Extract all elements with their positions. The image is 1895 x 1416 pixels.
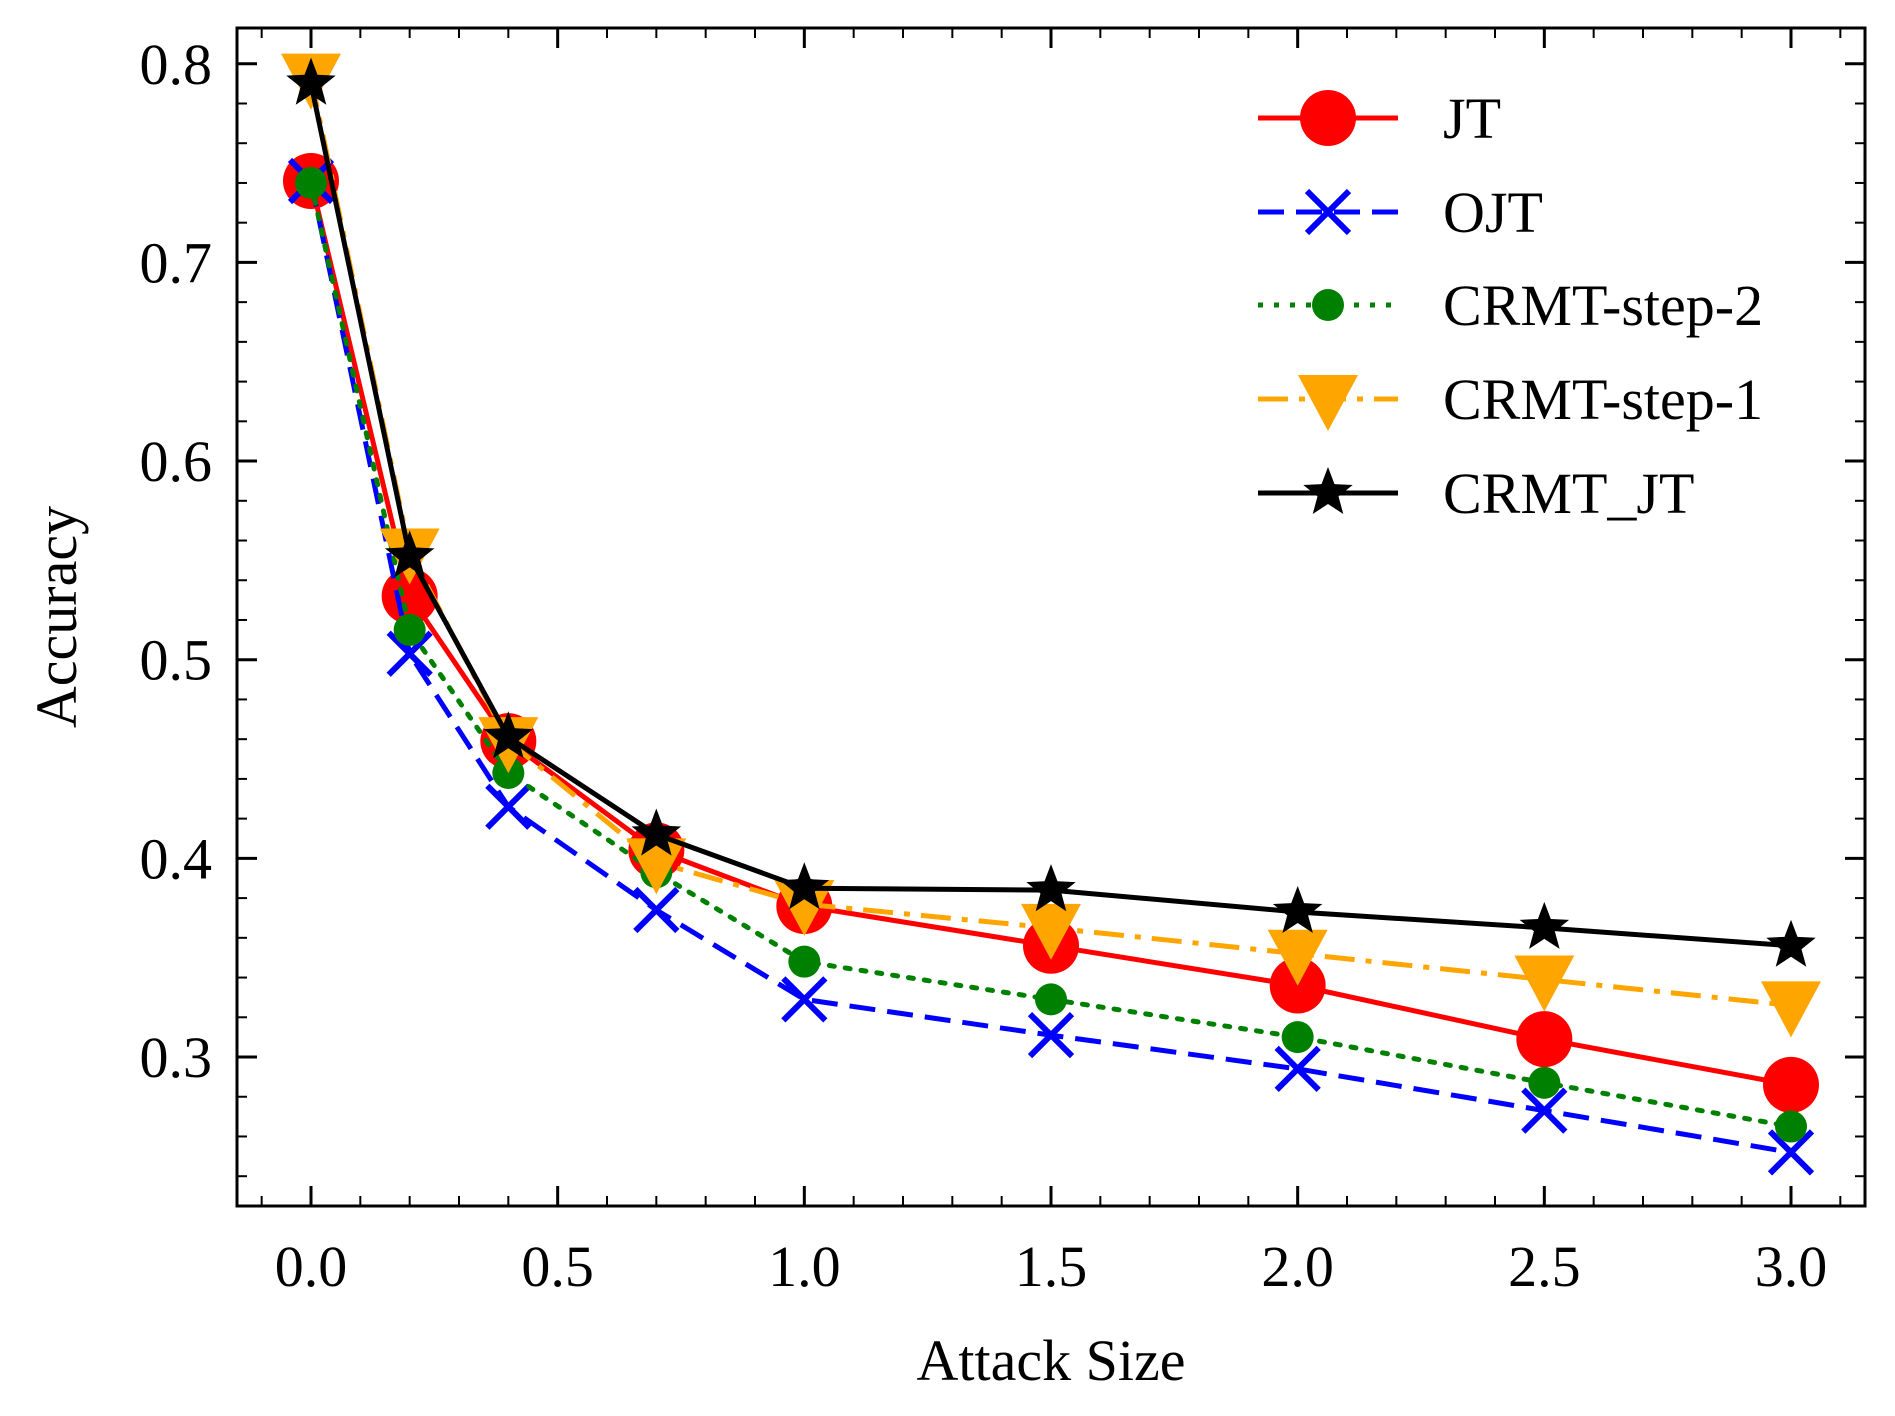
data-point-crmt-step-2	[393, 613, 426, 646]
data-point-crmt-step-1	[626, 838, 687, 895]
x-tick-label: 2.0	[1261, 1234, 1334, 1299]
data-point-crmt-step-2	[1775, 1110, 1807, 1143]
y-tick-label: 0.7	[140, 230, 213, 295]
tick-labels: 0.0 0.5 1.0 1.5 2.0 2.5 3.0 0.3 0.4 0.5 0.6 0.7 0.8	[140, 32, 1828, 1299]
data-point-crmt-step-2	[1035, 983, 1067, 1016]
data-point-crmt-jt	[483, 711, 534, 759]
x-axis-label: Attack Size	[917, 1328, 1186, 1393]
data-point-crmt-jt	[286, 57, 336, 105]
legend: JT OJT CRMT-step-2 CRMT-step-1 CRMT_JT	[1258, 86, 1763, 526]
y-axis-label: Accuracy	[24, 506, 89, 728]
series-line-ojt	[308, 180, 1792, 1155]
legend-marker-crmt-step-1	[1298, 375, 1358, 431]
data-point-crmt-step-1	[1761, 981, 1821, 1038]
legend-marker-jt	[1300, 90, 1356, 146]
data-point-crmt-jt	[1766, 919, 1816, 967]
x-tick-label: 3.0	[1755, 1234, 1828, 1299]
data-point-crmt-jt	[631, 808, 682, 856]
data-point-crmt-step-1	[1267, 929, 1328, 986]
y-tick-label: 0.6	[140, 429, 213, 494]
data-point-crmt-jt	[1519, 901, 1570, 949]
x-tick-label: 2.5	[1508, 1234, 1581, 1299]
axis-ticks	[237, 28, 1865, 1206]
data-point-ojt	[485, 783, 532, 830]
data-point-ojt	[633, 886, 680, 934]
legend-marker-crmt-step-2	[1312, 289, 1344, 321]
data-point-crmt-jt	[1026, 864, 1076, 912]
legend-marker-crmt-jt	[1303, 467, 1353, 514]
legend-marker-ojt	[1304, 188, 1352, 236]
legend-label-crmt-step-1: CRMT-step-1	[1443, 367, 1763, 432]
data-point-crmt-step-1	[1021, 903, 1081, 960]
series-layer	[281, 53, 1821, 1176]
data-point-crmt-step-1	[774, 880, 835, 937]
data-point-crmt-step-2	[295, 166, 327, 199]
plot-frame	[235, 26, 1867, 1208]
data-point-crmt-jt	[1272, 886, 1323, 933]
y-tick-label: 0.8	[140, 32, 213, 97]
data-point-ojt	[1521, 1087, 1568, 1134]
legend-label-crmt-step-2: CRMT-step-2	[1443, 273, 1763, 338]
data-point-ojt	[781, 976, 828, 1023]
data-point-jt	[1763, 1056, 1819, 1113]
legend-label-jt: JT	[1443, 86, 1501, 151]
series-line-crmt-step-1	[308, 77, 1792, 1008]
x-tick-label: 1.5	[1015, 1234, 1088, 1299]
data-point-ojt	[1027, 1012, 1075, 1059]
data-point-crmt-step-2	[1528, 1066, 1561, 1099]
series-crmt-jt	[286, 57, 1816, 967]
data-point-crmt-step-2	[1281, 1021, 1314, 1054]
y-tick-label: 0.4	[140, 826, 213, 891]
data-point-crmt-step-2	[788, 945, 821, 978]
x-tick-label: 0.5	[521, 1234, 594, 1299]
data-point-ojt	[386, 630, 433, 677]
data-point-crmt-jt	[384, 530, 435, 578]
legend-label-ojt: OJT	[1443, 180, 1543, 245]
data-point-jt	[1516, 1011, 1573, 1068]
data-point-ojt	[1274, 1045, 1321, 1093]
data-point-crmt-jt	[779, 862, 830, 910]
y-tick-label: 0.3	[140, 1025, 213, 1090]
data-point-ojt	[1767, 1129, 1815, 1176]
legend-label-crmt-jt: CRMT_JT	[1443, 461, 1694, 526]
x-tick-label: 1.0	[768, 1234, 841, 1299]
x-tick-label: 0.0	[275, 1234, 348, 1299]
y-tick-label: 0.5	[140, 628, 213, 693]
data-point-crmt-step-1	[1514, 955, 1575, 1012]
